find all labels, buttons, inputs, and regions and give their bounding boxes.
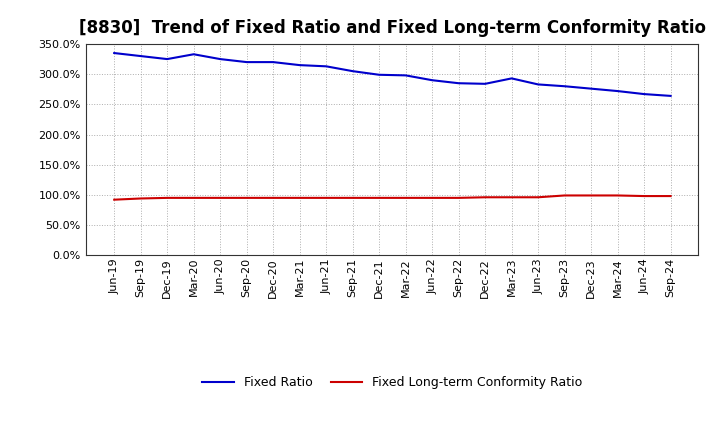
Fixed Long-term Conformity Ratio — [295, 195, 304, 201]
Fixed Long-term Conformity Ratio — [481, 194, 490, 200]
Fixed Long-term Conformity Ratio — [375, 195, 384, 201]
Fixed Long-term Conformity Ratio — [534, 194, 542, 200]
Fixed Ratio — [322, 64, 330, 69]
Fixed Long-term Conformity Ratio — [348, 195, 357, 201]
Fixed Ratio — [243, 59, 251, 65]
Fixed Long-term Conformity Ratio — [136, 196, 145, 201]
Fixed Ratio — [640, 92, 649, 97]
Fixed Long-term Conformity Ratio — [110, 197, 119, 202]
Fixed Long-term Conformity Ratio — [508, 194, 516, 200]
Fixed Ratio — [295, 62, 304, 68]
Fixed Ratio — [534, 82, 542, 87]
Fixed Ratio — [189, 51, 198, 57]
Fixed Long-term Conformity Ratio — [216, 195, 225, 201]
Line: Fixed Ratio: Fixed Ratio — [114, 53, 670, 96]
Fixed Long-term Conformity Ratio — [189, 195, 198, 201]
Fixed Long-term Conformity Ratio — [401, 195, 410, 201]
Fixed Long-term Conformity Ratio — [243, 195, 251, 201]
Fixed Ratio — [269, 59, 277, 65]
Fixed Long-term Conformity Ratio — [613, 193, 622, 198]
Fixed Long-term Conformity Ratio — [640, 194, 649, 199]
Fixed Ratio — [428, 77, 436, 83]
Legend: Fixed Ratio, Fixed Long-term Conformity Ratio: Fixed Ratio, Fixed Long-term Conformity … — [197, 371, 588, 394]
Fixed Long-term Conformity Ratio — [666, 194, 675, 199]
Fixed Ratio — [375, 72, 384, 77]
Fixed Ratio — [560, 84, 569, 89]
Fixed Ratio — [216, 56, 225, 62]
Fixed Ratio — [613, 88, 622, 94]
Fixed Ratio — [481, 81, 490, 87]
Fixed Long-term Conformity Ratio — [587, 193, 595, 198]
Line: Fixed Long-term Conformity Ratio: Fixed Long-term Conformity Ratio — [114, 195, 670, 200]
Fixed Ratio — [110, 51, 119, 56]
Fixed Ratio — [401, 73, 410, 78]
Title: [8830]  Trend of Fixed Ratio and Fixed Long-term Conformity Ratio: [8830] Trend of Fixed Ratio and Fixed Lo… — [79, 19, 706, 37]
Fixed Long-term Conformity Ratio — [428, 195, 436, 201]
Fixed Long-term Conformity Ratio — [560, 193, 569, 198]
Fixed Ratio — [508, 76, 516, 81]
Fixed Ratio — [348, 69, 357, 74]
Fixed Long-term Conformity Ratio — [163, 195, 171, 201]
Fixed Ratio — [136, 53, 145, 59]
Fixed Ratio — [454, 81, 463, 86]
Fixed Long-term Conformity Ratio — [322, 195, 330, 201]
Fixed Ratio — [666, 93, 675, 99]
Fixed Ratio — [587, 86, 595, 91]
Fixed Long-term Conformity Ratio — [454, 195, 463, 201]
Fixed Ratio — [163, 56, 171, 62]
Fixed Long-term Conformity Ratio — [269, 195, 277, 201]
